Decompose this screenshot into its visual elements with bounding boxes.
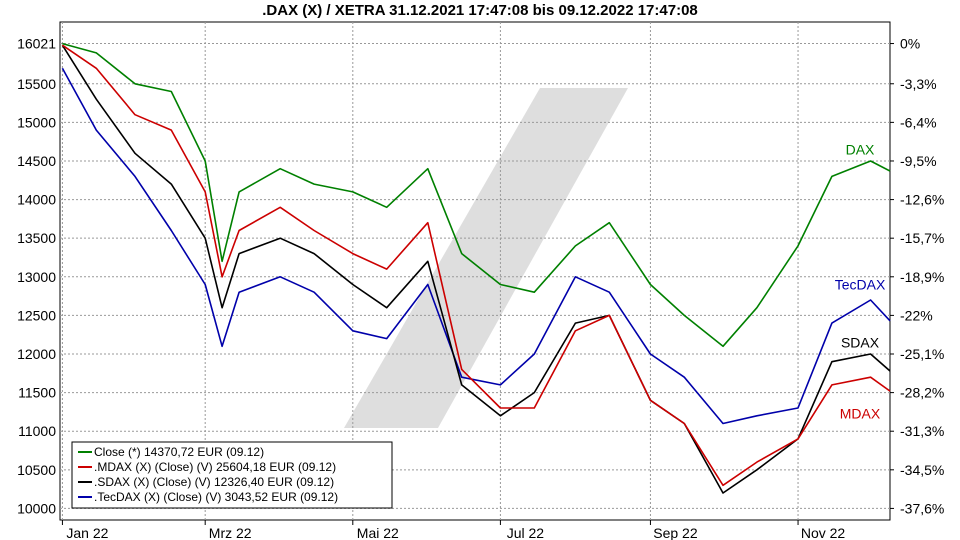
series-line-sdax [61, 44, 891, 494]
x-axis: Jan 22 Mrz 22 Mai 22 Jul 22 Sep 22 Nov 22 [61, 520, 846, 540]
y-right-tick-label: -22% [900, 307, 933, 323]
y-left-tick-label: 11500 [18, 385, 56, 401]
x-tick-label: Mrz 22 [209, 525, 252, 540]
y-left-tick-label: 12500 [17, 307, 56, 323]
series-line-tecdax [61, 67, 891, 425]
legend-entry-mdax: .MDAX (X) (Close) (V) 25604,18 EUR (09.1… [94, 460, 336, 474]
legend: Close (*) 14370,72 EUR (09.12).MDAX (X) … [71, 441, 393, 509]
legend-entry-tecdax: .TecDAX (X) (Close) (V) 3043,52 EUR (09.… [94, 490, 338, 504]
series-line-mdax [61, 44, 891, 487]
x-tick-label: Nov 22 [801, 525, 846, 540]
line-label-sdax: SDAX [841, 334, 880, 350]
legend-box [71, 441, 393, 509]
legend-entry-sdax: .SDAX (X) (Close) (V) 12326,40 EUR (09.1… [94, 475, 334, 489]
y-right-tick-label: 0% [900, 36, 920, 52]
line-label-mdax: MDAX [840, 405, 881, 421]
x-tick-label: Mai 22 [357, 525, 399, 540]
y-right-tick-label: -37,6% [900, 500, 944, 516]
watermark-logo [344, 88, 628, 428]
y-right-tick-label: -3,3% [900, 76, 937, 92]
line-labels: DAX TecDAX SDAX MDAX [835, 141, 886, 421]
chart-title: .DAX (X) / XETRA 31.12.2021 17:47:08 bis… [262, 2, 698, 19]
y-right-tick-label: -15,7% [900, 230, 944, 246]
line-label-dax: DAX [846, 141, 875, 157]
y-left-tick-label: 14000 [17, 192, 56, 208]
y-left-tick-label: 12000 [17, 346, 56, 362]
grid [60, 22, 890, 520]
y-left-tick-label: 14500 [17, 153, 56, 169]
series-line-dax [62, 42, 891, 348]
y-left-tick-label: 13500 [17, 230, 56, 246]
x-tick-label: Sep 22 [653, 525, 698, 540]
x-tick-label: Jan 22 [66, 525, 108, 540]
y-left-tick-label: 16021 [17, 36, 56, 52]
y-right-tick-label: -31,3% [900, 423, 944, 439]
y-right-tick-label: -34,5% [900, 462, 944, 478]
y-left-tick-label: 13000 [17, 269, 56, 285]
y-right-tick-label: -25,1% [900, 346, 944, 362]
y-axis-right: 0% -3,3% -6,4% -9,5% -12,6% -15,7% -18,9% -22% -… [890, 36, 944, 516]
line-label-tecdax: TecDAX [835, 277, 886, 293]
x-tick-label: Jul 22 [507, 525, 545, 540]
series-lines [61, 42, 891, 494]
y-right-tick-label: -6,4% [900, 114, 937, 130]
y-right-tick-label: -12,6% [900, 192, 944, 208]
y-right-tick-label: -18,9% [900, 269, 944, 285]
y-left-tick-label: 15500 [17, 76, 56, 92]
y-left-tick-label: 10000 [17, 500, 56, 516]
legend-entry-dax: Close (*) 14370,72 EUR (09.12) [94, 445, 264, 459]
y-left-tick-label: 10500 [17, 462, 56, 478]
plot-frame [59, 21, 891, 521]
y-right-tick-label: -9,5% [900, 153, 937, 169]
y-left-tick-label: 15000 [17, 114, 56, 130]
y-axis-left: 16021 15500 15000 14500 14000 13500 13000 12500… [17, 36, 56, 517]
y-right-tick-label: -28,2% [900, 385, 944, 401]
y-left-tick-label: 11000 [18, 423, 56, 439]
